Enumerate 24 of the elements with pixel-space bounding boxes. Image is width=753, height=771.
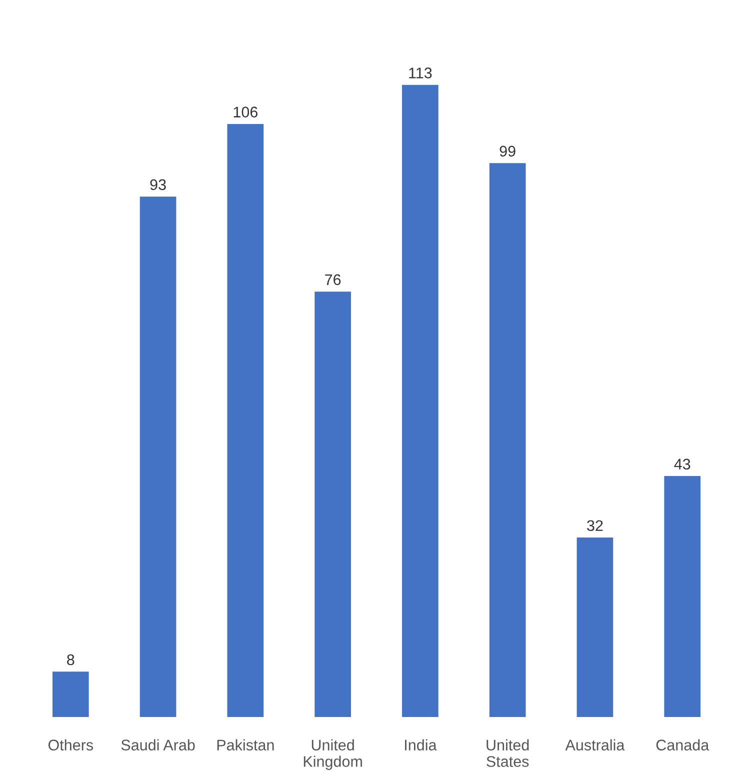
data-label: 32: [587, 520, 603, 532]
x-tick-label: Australia: [565, 739, 625, 750]
bar: [402, 84, 438, 718]
bar: [489, 163, 526, 718]
bar: [140, 196, 176, 718]
x-tick-label: Others: [48, 739, 94, 750]
bar: [664, 476, 701, 718]
x-tick-label: Canada: [656, 739, 710, 750]
data-label: 113: [409, 68, 432, 78]
data-label: 93: [150, 179, 166, 190]
data-label: 76: [325, 274, 341, 286]
x-tick-label: United States: [486, 739, 529, 767]
bar: [52, 672, 89, 718]
x-tick-label: United Kingdom: [304, 739, 362, 770]
bar: [576, 538, 614, 718]
data-label: 8: [67, 654, 74, 666]
x-tick-label: India: [405, 739, 437, 750]
bar: [314, 292, 351, 718]
x-tick-label: Saudi Arab: [121, 739, 195, 750]
bar: [227, 124, 264, 718]
x-tick-label: Pakistan: [217, 739, 274, 750]
data-label: 99: [500, 146, 516, 157]
data-label: 106: [234, 106, 258, 118]
data-label: 43: [674, 458, 690, 470]
